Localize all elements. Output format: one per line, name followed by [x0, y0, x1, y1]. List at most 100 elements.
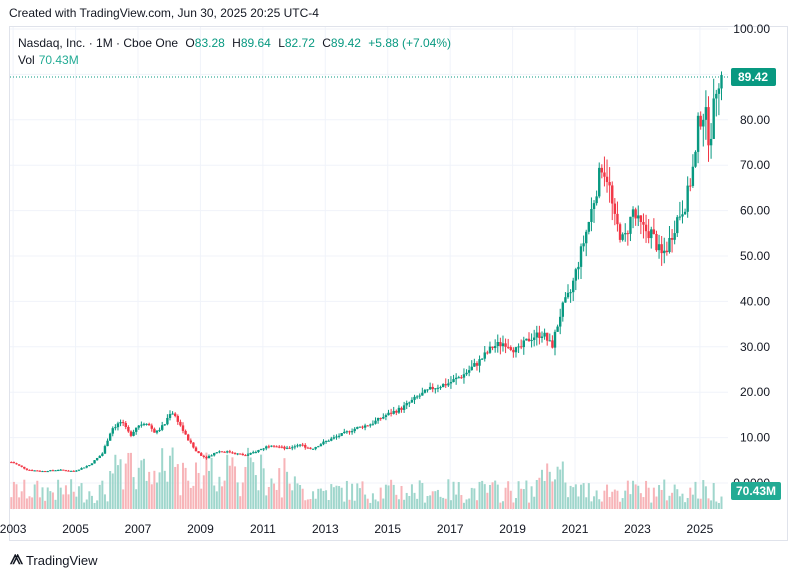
candle-body: [114, 427, 117, 429]
candle-body: [598, 167, 601, 197]
volume-bar: [221, 486, 224, 509]
candle-body: [304, 444, 307, 448]
volume-bar: [215, 491, 218, 509]
candle-body: [421, 392, 424, 396]
candle-body: [160, 425, 164, 430]
candle-body: [577, 266, 580, 270]
candle-body: [129, 431, 133, 436]
volume-bar: [691, 494, 694, 509]
candle-body: [522, 340, 525, 348]
volume-bar: [18, 497, 21, 509]
candle-body: [454, 377, 458, 380]
footer-brand[interactable]: ⨇ TradingView: [10, 552, 97, 568]
candle-body: [447, 383, 450, 386]
volume-bar: [645, 480, 648, 509]
volume-bar: [197, 472, 200, 509]
volume-bar: [31, 497, 34, 509]
volume-bar: [369, 502, 372, 509]
y-axis-tick-label: 10.00: [740, 431, 770, 445]
volume-bar: [327, 500, 330, 509]
candle-body: [499, 342, 502, 347]
candle-body: [106, 440, 109, 447]
candle-body: [77, 469, 81, 471]
volume-bar: [101, 480, 104, 509]
volume-bar: [332, 487, 335, 509]
legend-symbol[interactable]: Nasdaq, Inc. · 1M · Cboe One: [18, 36, 179, 50]
volume-bar: [663, 479, 666, 509]
candle-body: [564, 297, 567, 303]
volume-bar: [64, 485, 67, 509]
volume-bar: [57, 479, 60, 509]
candle-body: [69, 470, 73, 472]
candle-body: [80, 468, 83, 470]
volume-bar: [499, 502, 502, 509]
volume-bar: [59, 487, 62, 509]
volume-bar: [312, 491, 315, 509]
candle-body: [631, 209, 635, 217]
volume-bar: [494, 480, 497, 509]
volume-bar: [676, 489, 679, 509]
volume-bar: [364, 494, 367, 509]
volume-bar: [195, 462, 198, 509]
volume-bar: [561, 461, 564, 509]
volume-bar: [410, 484, 413, 509]
candle-body: [38, 470, 42, 472]
volume-bar: [707, 498, 710, 509]
candle-body: [642, 221, 645, 225]
candle-body: [707, 107, 710, 146]
chart-frame[interactable]: [9, 26, 788, 541]
candle-body: [532, 337, 536, 341]
legend-open-label: O: [185, 36, 195, 50]
volume-bar: [665, 500, 668, 509]
volume-bar: [405, 492, 408, 509]
volume-bar: [257, 490, 260, 509]
y-axis-tick-label: 70.00: [740, 158, 770, 172]
volume-bar: [582, 483, 585, 509]
volume-bar: [280, 497, 283, 509]
volume-bar: [103, 494, 106, 509]
candle-body: [543, 332, 546, 337]
volume-bar: [455, 494, 458, 509]
y-axis-tick-label: 60.00: [740, 204, 770, 218]
candle-body: [233, 453, 237, 455]
volume-bar: [593, 496, 596, 509]
volume-bar: [712, 482, 715, 509]
volume-bar: [559, 469, 562, 509]
candle-body: [95, 458, 99, 461]
volume-bar: [720, 496, 723, 509]
volume-bar: [265, 495, 268, 509]
volume-bar: [475, 500, 478, 509]
volume-bar: [288, 483, 291, 509]
candle-body: [501, 343, 505, 347]
volume-bar: [652, 487, 655, 509]
candle-body: [540, 336, 544, 338]
volume-bar: [587, 483, 590, 509]
volume-bar: [710, 500, 713, 509]
volume-bar: [684, 502, 687, 509]
candle-body: [358, 426, 362, 428]
volume-bar: [403, 499, 406, 509]
candle-body: [62, 469, 65, 471]
volume-bar: [135, 489, 138, 509]
candle-body: [616, 213, 619, 225]
volume-bar: [88, 491, 91, 509]
candle-body: [410, 399, 414, 403]
candle-body: [121, 422, 125, 424]
volume-bar: [301, 488, 304, 509]
candle-body: [603, 172, 606, 177]
candle-body: [400, 407, 403, 410]
price-badge: [731, 68, 776, 87]
volume-bar: [465, 499, 468, 509]
volume-bar: [124, 463, 127, 509]
volume-bar: [132, 477, 135, 509]
candle-body: [444, 384, 447, 386]
volume-bar: [426, 495, 429, 509]
x-axis-tick-label: 2021: [562, 522, 589, 536]
volume-bar: [429, 495, 432, 509]
candle-body: [239, 453, 242, 455]
volume-bar: [507, 481, 510, 509]
candle-body: [696, 115, 700, 152]
candle-body: [369, 424, 372, 426]
volume-bar: [452, 481, 455, 509]
